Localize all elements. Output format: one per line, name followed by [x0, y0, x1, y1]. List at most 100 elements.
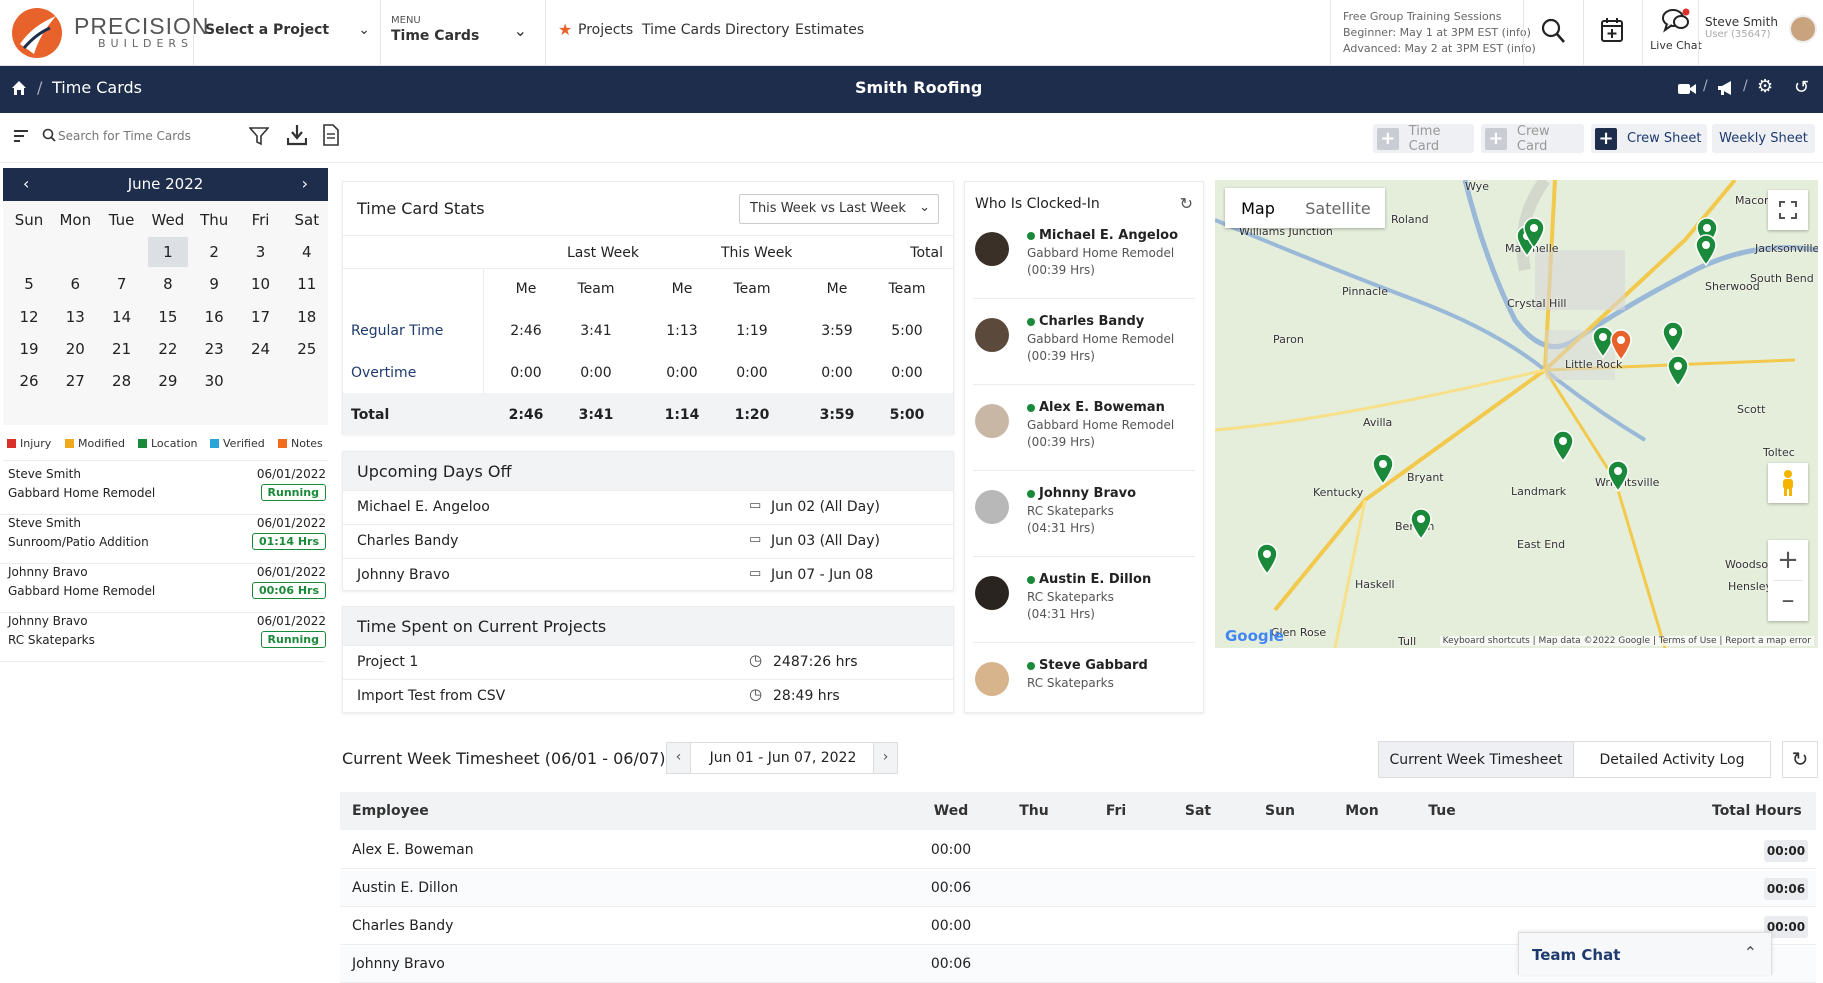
calendar-day[interactable]: 11	[297, 275, 317, 294]
video-icon[interactable]	[1678, 82, 1696, 100]
calendar-day[interactable]: 22	[158, 339, 178, 358]
history-icon[interactable]: ↺	[1794, 77, 1810, 98]
calendar-day[interactable]: 21	[112, 339, 132, 358]
calendar-day[interactable]: 5	[24, 275, 34, 294]
clocked-in-name[interactable]: Charles Bandy	[1039, 314, 1145, 329]
calendar-day[interactable]: 14	[112, 307, 132, 326]
calendar-day[interactable]: 24	[250, 339, 271, 358]
live-chat-button[interactable]: Live Chat	[1648, 7, 1704, 57]
document-icon[interactable]	[323, 124, 339, 150]
calendar-day[interactable]: 29	[158, 372, 178, 391]
calendar-day[interactable]: 26	[19, 372, 39, 391]
map-pin-icon[interactable]	[1255, 543, 1279, 576]
prev-week-button[interactable]: ‹	[667, 743, 691, 773]
calendar-day[interactable]: 13	[65, 307, 85, 326]
calendar-day[interactable]: 23	[204, 339, 224, 358]
chevron-left-icon[interactable]: ‹	[23, 174, 30, 193]
table-row[interactable]: Alex E. Boweman 00:00 00:00	[340, 833, 1816, 869]
sort-icon[interactable]	[14, 130, 28, 146]
search-input[interactable]	[58, 125, 238, 147]
user-menu[interactable]: Steve Smith User (35647)	[1705, 15, 1817, 51]
calendar-day[interactable]: 10	[250, 275, 271, 294]
calendar-day[interactable]: 3	[255, 243, 266, 261]
calendar-day[interactable]: 18	[297, 307, 317, 326]
next-week-button[interactable]: ›	[873, 743, 897, 773]
calendar-day[interactable]: 9	[209, 275, 219, 294]
tab-activity-log[interactable]: Detailed Activity Log	[1599, 752, 1745, 768]
calendar-day[interactable]: 6	[70, 275, 81, 294]
filter-icon[interactable]	[248, 126, 270, 150]
calendar-day[interactable]: 19	[19, 339, 39, 358]
calendar-day[interactable]: 16	[204, 307, 224, 326]
map-pin-icon[interactable]	[1522, 217, 1546, 250]
calendar-day[interactable]: 15	[158, 307, 178, 326]
street-view-pegman[interactable]	[1768, 463, 1808, 503]
table-row[interactable]: Austin E. Dillon 00:06 00:06	[340, 871, 1816, 907]
home-icon[interactable]	[10, 79, 28, 101]
add-time-card-button[interactable]: + Time Card	[1373, 124, 1474, 154]
calendar-day[interactable]: 28	[112, 372, 132, 391]
training-notice[interactable]: Free Group Training Sessions Beginner: M…	[1343, 9, 1536, 57]
search-icon[interactable]	[1540, 17, 1566, 45]
calendar-day[interactable]: 17	[250, 307, 271, 326]
calendar-day[interactable]: 1	[147, 237, 188, 267]
weekly-sheet-button[interactable]: Weekly Sheet	[1712, 124, 1815, 153]
breadcrumb[interactable]: Time Cards	[52, 78, 143, 97]
calendar-day[interactable]: 20	[65, 339, 85, 358]
clocked-in-name[interactable]: Austin E. Dillon	[1039, 572, 1152, 587]
map-attribution[interactable]: Keyboard shortcuts | Map data ©2022 Goog…	[1439, 636, 1814, 646]
team-chat-widget[interactable]: Team Chat ⌃	[1518, 932, 1772, 975]
add-crew-sheet-button[interactable]: + Crew Sheet	[1591, 124, 1707, 153]
project-select[interactable]: Select a Project ⌄	[205, 22, 370, 46]
calendar-day[interactable]: 2	[209, 243, 219, 261]
clocked-in-name[interactable]: Alex E. Boweman	[1039, 400, 1165, 415]
nav-link-time-cards[interactable]: Time Cards	[642, 22, 721, 38]
clocked-in-name[interactable]: Steve Gabbard	[1039, 658, 1148, 673]
menu-select[interactable]: MENU Time Cards ⌄	[391, 15, 527, 53]
add-crew-card-button[interactable]: + Crew Card	[1481, 124, 1584, 154]
map-tab[interactable]: Map	[1241, 199, 1275, 218]
time-card-item[interactable]: Johnny Bravo 06/01/2022 Gabbard Home Remod…	[0, 565, 326, 613]
map-pin-icon[interactable]	[1606, 460, 1630, 493]
chevron-right-icon[interactable]: ›	[301, 174, 308, 193]
table-row[interactable]: Charles Bandy 00:00 00:00	[340, 909, 1816, 945]
calendar-add-icon[interactable]	[1599, 16, 1625, 44]
megaphone-icon[interactable]	[1717, 80, 1735, 100]
refresh-icon[interactable]: ↻	[1179, 194, 1193, 213]
nav-link-projects[interactable]: Projects	[578, 22, 634, 38]
calendar-day[interactable]: 30	[204, 372, 224, 391]
map-pin-icon[interactable]	[1661, 321, 1685, 354]
map-pin-icon[interactable]	[1551, 430, 1575, 463]
calendar-day[interactable]: 4	[302, 243, 312, 261]
nav-link-estimates[interactable]: Estimates	[795, 22, 865, 38]
clocked-in-name[interactable]: Johnny Bravo	[1039, 486, 1137, 501]
time-card-item[interactable]: Johnny Bravo 06/01/2022 RC Skateparks Runni…	[0, 614, 326, 662]
map-pin-icon[interactable]	[1371, 453, 1395, 486]
map-pin-icon[interactable]	[1666, 355, 1690, 388]
fullscreen-button[interactable]	[1768, 190, 1808, 230]
map-pin-icon[interactable]	[1694, 234, 1718, 267]
calendar-day[interactable]: 8	[163, 275, 173, 294]
period-select[interactable]: This Week vs Last Week ⌄	[739, 194, 939, 224]
calendar-day[interactable]: 25	[297, 339, 317, 358]
calendar-day[interactable]: 12	[19, 307, 39, 326]
clocked-in-name[interactable]: Michael E. Angeloo	[1039, 228, 1179, 243]
zoom-in-button[interactable]: +	[1777, 545, 1799, 575]
map-pin-icon[interactable]	[1609, 329, 1633, 362]
calendar-day[interactable]: 7	[116, 275, 127, 294]
zoom-out-button[interactable]: –	[1781, 585, 1795, 615]
calendar-day[interactable]: 27	[65, 372, 85, 391]
tab-current-week[interactable]: Current Week Timesheet	[1379, 742, 1574, 777]
map-pin-icon[interactable]	[1591, 326, 1615, 359]
map-pin-icon[interactable]	[1409, 508, 1433, 541]
gear-icon[interactable]: ⚙	[1757, 76, 1774, 97]
time-card-item[interactable]: Steve Smith 06/01/2022 Gabbard Home Remode…	[0, 467, 326, 515]
map-roads	[1215, 180, 1818, 648]
satellite-tab[interactable]: Satellite	[1305, 199, 1371, 218]
refresh-button[interactable]: ↻	[1782, 741, 1818, 778]
nav-link-directory[interactable]: Directory	[725, 22, 790, 38]
download-icon[interactable]	[286, 124, 308, 150]
time-card-item[interactable]: Steve Smith 06/01/2022 Sunroom/Patio Addit…	[0, 516, 326, 564]
brand-logo[interactable]	[10, 4, 68, 60]
